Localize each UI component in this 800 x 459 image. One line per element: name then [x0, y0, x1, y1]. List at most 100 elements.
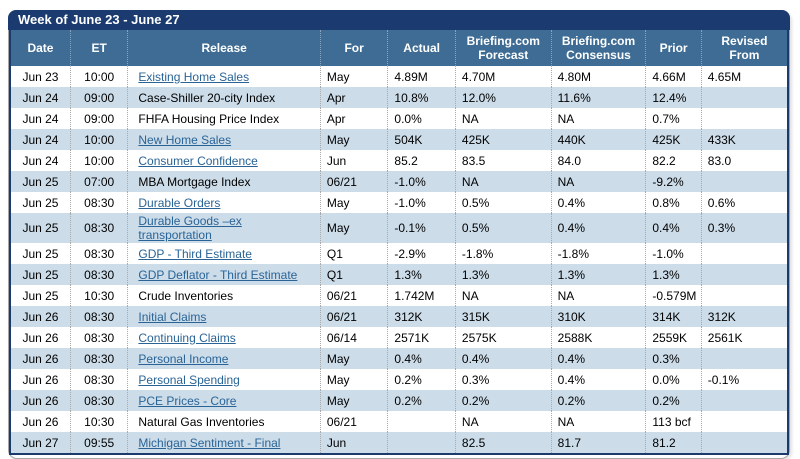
release-link[interactable]: Personal Income [138, 351, 229, 366]
for-cell: May [319, 66, 388, 87]
prior-cell: 425K [645, 129, 702, 150]
prior-cell: 1.3% [645, 264, 702, 285]
consensus-cell: 0.4% [550, 369, 646, 390]
release-cell: MBA Mortgage Index [127, 171, 321, 192]
prior-cell: 0.3% [645, 348, 702, 369]
date-cell: Jun 26 [22, 330, 59, 345]
release-link[interactable]: PCE Prices - Core [138, 393, 237, 408]
consensus-cell: 1.3% [550, 264, 646, 285]
revised-from-cell [700, 285, 788, 306]
release-link[interactable]: GDP Deflator - Third Estimate [138, 267, 298, 282]
revised-from-cell [700, 108, 788, 129]
for-cell: Q1 [319, 243, 388, 264]
revised-from-cell: -0.1% [700, 369, 788, 390]
column-header-revised-from: Revised From [700, 30, 788, 66]
release-cell: Personal Income [127, 348, 321, 369]
release-link[interactable]: Durable Goods –ex transportation [138, 214, 242, 242]
column-header-et: ET [69, 30, 128, 66]
release-cell: Michigan Sentiment - Final [127, 432, 321, 454]
forecast-cell: NA [454, 411, 552, 432]
prior-cell: -0.579M [645, 285, 702, 306]
column-header-for: For [319, 30, 388, 66]
release-cell: Personal Spending [127, 369, 321, 390]
actual-cell: 1.742M [387, 285, 456, 306]
prior-cell: 0.7% [645, 108, 702, 129]
release-cell: Existing Home Sales [127, 66, 321, 87]
column-header-release: Release [127, 30, 321, 66]
for-cell: Q1 [319, 264, 388, 285]
release-link[interactable]: Michigan Sentiment - Final [138, 435, 281, 450]
time-cell: 08:30 [69, 213, 128, 243]
release-cell: FHFA Housing Price Index [127, 108, 321, 129]
release-link[interactable]: Continuing Claims [138, 330, 236, 345]
release-link[interactable]: Consumer Confidence [138, 153, 258, 168]
table-row: Jun 25 10:30 Crude Inventories 06/21 1.7… [10, 285, 788, 306]
release-cell: Durable Goods –ex transportation [127, 213, 321, 243]
table-row: Jun 26 08:30 Personal Spending May 0.2% … [10, 369, 788, 390]
release-link[interactable]: Initial Claims [138, 309, 207, 324]
actual-cell: 0.0% [387, 108, 456, 129]
release-link[interactable]: New Home Sales [138, 132, 232, 147]
time-cell: 08:30 [69, 192, 128, 213]
release-link[interactable]: Existing Home Sales [138, 69, 250, 84]
table-row: Jun 25 08:30 Durable Orders May -1.0% 0.… [10, 192, 788, 213]
for-cell: May [319, 192, 388, 213]
for-cell: 06/21 [319, 411, 388, 432]
consensus-cell: 81.7 [550, 432, 646, 454]
forecast-cell: 0.2% [454, 390, 552, 411]
consensus-cell: 310K [550, 306, 646, 327]
actual-cell: 312K [387, 306, 456, 327]
table-row: Jun 25 08:30 GDP - Third Estimate Q1 -2.… [10, 243, 788, 264]
revised-from-cell [700, 432, 788, 454]
table-row: Jun 23 10:00 Existing Home Sales May 4.8… [10, 66, 788, 87]
release-cell: Crude Inventories [127, 285, 321, 306]
date-cell: Jun 25 [22, 221, 59, 235]
release-link[interactable]: GDP - Third Estimate [138, 246, 252, 261]
time-cell: 09:55 [69, 432, 128, 454]
release-cell: Natural Gas Inventories [127, 411, 321, 432]
actual-cell: 4.89M [387, 66, 456, 87]
consensus-cell: NA [550, 285, 646, 306]
revised-from-cell: 83.0 [700, 150, 788, 171]
forecast-cell: NA [454, 108, 552, 129]
consensus-cell: 440K [550, 129, 646, 150]
revised-from-cell [700, 411, 788, 432]
date-cell: Jun 26 [22, 393, 59, 408]
revised-from-cell: 312K [700, 306, 788, 327]
for-cell: May [319, 369, 388, 390]
actual-cell: 1.3% [387, 264, 456, 285]
forecast-cell: -1.8% [454, 243, 552, 264]
prior-cell: 0.0% [645, 369, 702, 390]
prior-cell: 4.66M [645, 66, 702, 87]
forecast-cell: 4.70M [454, 66, 552, 87]
revised-from-cell: 4.65M [700, 66, 788, 87]
table-body: Jun 23 10:00 Existing Home Sales May 4.8… [10, 66, 788, 454]
table-row: Jun 24 09:00 Case-Shiller 20-city Index … [10, 87, 788, 108]
prior-cell: -9.2% [645, 171, 702, 192]
date-cell: Jun 25 [22, 195, 59, 210]
forecast-cell: NA [454, 285, 552, 306]
prior-cell: 113 bcf [645, 411, 702, 432]
week-title-bar: Week of June 23 - June 27 [8, 10, 790, 30]
revised-from-cell [700, 87, 788, 108]
table-row: Jun 25 07:00 MBA Mortgage Index 06/21 -1… [10, 171, 788, 192]
for-cell: Apr [319, 87, 388, 108]
column-header-briefing-forecast: Briefing.com Forecast [454, 30, 552, 66]
time-cell: 10:00 [69, 66, 128, 87]
date-cell: Jun 24 [22, 153, 59, 168]
revised-from-cell [700, 348, 788, 369]
release-cell: Durable Orders [127, 192, 321, 213]
release-link[interactable]: Personal Spending [138, 372, 240, 387]
forecast-cell: 0.5% [454, 213, 552, 243]
for-cell: 06/21 [319, 285, 388, 306]
revised-from-cell [700, 390, 788, 411]
consensus-cell: 11.6% [550, 87, 646, 108]
actual-cell: -2.9% [387, 243, 456, 264]
for-cell: 06/21 [319, 306, 388, 327]
for-cell: May [319, 390, 388, 411]
forecast-cell: 0.4% [454, 348, 552, 369]
column-header-briefing-consensus: Briefing.com Consensus [550, 30, 646, 66]
release-link[interactable]: Durable Orders [138, 195, 221, 210]
table-row: Jun 26 08:30 Personal Income May 0.4% 0.… [10, 348, 788, 369]
table-row: Jun 26 10:30 Natural Gas Inventories 06/… [10, 411, 788, 432]
